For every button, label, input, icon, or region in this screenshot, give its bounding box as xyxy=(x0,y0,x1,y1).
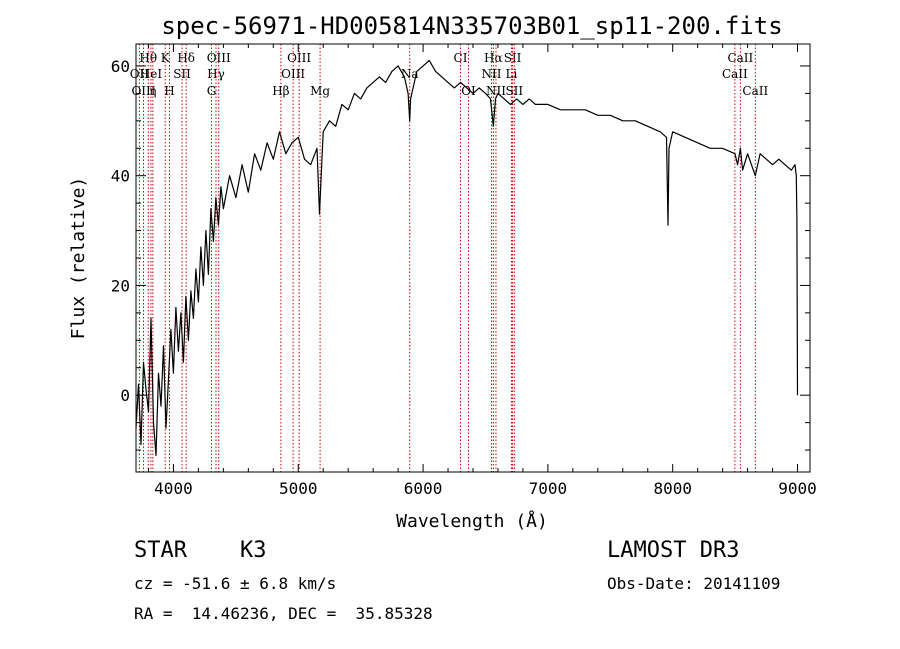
x-tick-label-2: 6000 xyxy=(404,479,443,498)
object-subclass: K3 xyxy=(240,538,267,563)
x-tick-label-4: 8000 xyxy=(653,479,692,498)
plot-frame xyxy=(135,43,811,473)
marker-label-24: SII xyxy=(505,84,523,98)
marker-label-26: CaII xyxy=(722,67,748,81)
marker-label-17: CI xyxy=(454,51,468,65)
marker-label-1: OII xyxy=(130,67,150,81)
x-tick-label-1: 5000 xyxy=(279,479,318,498)
marker-label-12: Hβ xyxy=(272,84,289,98)
spectrum-line-0 xyxy=(135,59,799,457)
axes: 4000 5000 6000 7000 8000 9000 0 20 40 60 xyxy=(111,44,817,498)
marker-label-10: Hγ xyxy=(207,67,225,81)
coordinates-readout: RA = 14.46236, DEC = 35.85328 xyxy=(134,604,433,623)
marker-label-21: NII xyxy=(486,84,506,98)
marker-label-13: OIII xyxy=(287,51,311,65)
marker-label-15: Mg xyxy=(310,84,330,98)
marker-label-7: SII xyxy=(173,67,191,81)
marker-label-4: η xyxy=(149,84,156,98)
marker-label-3: HeI xyxy=(140,67,163,81)
spectrum-series xyxy=(135,59,799,457)
chart-title: spec-56971-HD005814N335703B01_sp11-200.f… xyxy=(161,12,782,40)
marker-label-2: OIII xyxy=(131,84,155,98)
x-tick-label-5: 9000 xyxy=(778,479,817,498)
y-tick-label-0: 0 xyxy=(120,386,130,405)
marker-label-22: SII xyxy=(504,51,522,65)
y-tick-label-1: 20 xyxy=(111,276,130,295)
y-tick-label-2: 40 xyxy=(111,167,130,186)
x-axis-label: Wavelength (Å) xyxy=(396,510,548,532)
marker-label-25: CaII xyxy=(727,51,753,65)
marker-label-0: Hθ xyxy=(139,51,157,65)
redshift-readout: cz = -51.6 ± 6.8 km/s xyxy=(134,574,337,593)
marker-label-6: H xyxy=(164,84,174,98)
marker-label-23: Li xyxy=(506,67,518,81)
marker-label-18: OI xyxy=(461,84,476,98)
spectral-line-markers: Hθ OII OIII HeI η K H SII Hδ OIII Hγ G Hβ OIII OIII Mg N… xyxy=(130,44,768,472)
object-class: STAR xyxy=(134,538,187,563)
marker-label-8: Hδ xyxy=(177,51,195,65)
marker-label-19: Hα xyxy=(484,51,503,65)
obs-date: Obs-Date: 20141109 xyxy=(607,574,781,593)
marker-label-27: CaII xyxy=(742,84,768,98)
marker-label-11: G xyxy=(207,84,217,98)
survey-name: LAMOST DR3 xyxy=(607,538,740,563)
marker-label-5: K xyxy=(161,51,171,65)
marker-label-14: OIII xyxy=(281,67,305,81)
marker-label-20: NII xyxy=(481,67,501,81)
y-axis-label: Flux (relative) xyxy=(68,177,89,340)
y-tick-label-3: 60 xyxy=(111,57,130,76)
x-tick-label-3: 7000 xyxy=(529,479,568,498)
marker-label-16: Na xyxy=(401,67,419,81)
x-tick-label-0: 4000 xyxy=(154,479,193,498)
marker-label-9: OIII xyxy=(207,51,231,65)
